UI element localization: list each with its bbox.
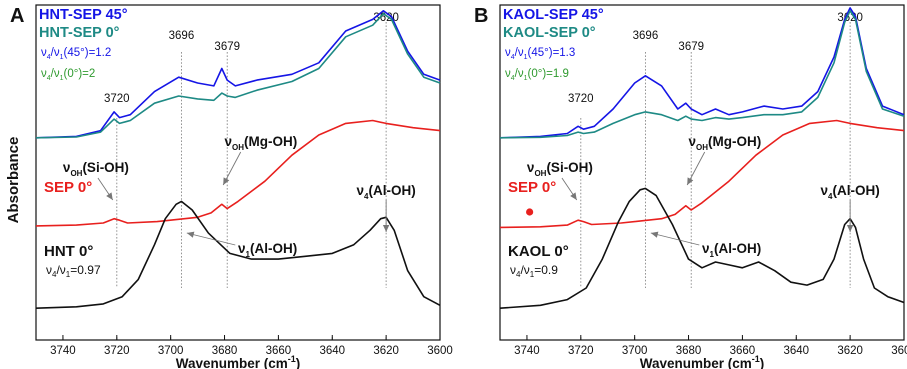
x-tick-label: 3680	[676, 345, 702, 357]
ratio-0-label: ν4/ν1(0°)=2	[41, 68, 95, 82]
annotation-mg-oh: νOH(Mg-OH)	[225, 134, 298, 152]
legend-entry: HNT-SEP 45°	[39, 7, 128, 23]
x-tick-label: 3620	[373, 345, 399, 357]
arrow-nu1	[186, 232, 236, 246]
peak-label: 3720	[568, 93, 594, 105]
y-axis-label: Absorbance	[5, 137, 22, 224]
plot-frame	[499, 4, 905, 341]
series-line	[35, 119, 441, 227]
series-line	[499, 119, 905, 229]
arrow-nu1-head	[186, 231, 195, 238]
x-tick-label: 3600	[891, 345, 907, 357]
arrow-mg-oh-head	[687, 177, 694, 185]
x-tick-label: 3740	[514, 345, 540, 357]
legend-entry: KAOL-SEP 45°	[503, 7, 604, 23]
sep-series-label: SEP 0°	[508, 179, 556, 196]
legend-entry: HNT-SEP 0°	[39, 25, 120, 41]
x-tick-label: 3660	[730, 345, 756, 357]
x-tick-label: 3680	[212, 345, 238, 357]
annotation-nu4: ν4(Al-OH)	[821, 183, 880, 201]
peak-label: 3720	[104, 93, 130, 105]
x-tick-label: 3640	[783, 345, 809, 357]
series-line	[499, 187, 905, 309]
sample-series-label: KAOL 0°	[508, 243, 569, 260]
x-tick-label: 3600	[427, 345, 453, 357]
x-tick-label: 3720	[104, 345, 130, 357]
plot-frame	[35, 4, 441, 341]
arrow-si-oh-head	[570, 192, 577, 200]
peak-label: 3696	[169, 30, 195, 42]
chart-panel-b: B 3740 3720 3700 3680 3660 3640 3620 3600 Wavenum…	[474, 4, 907, 369]
annotation-nu1: ν1(Al-OH)	[238, 241, 297, 259]
sep-series-label: SEP 0°	[44, 179, 92, 196]
ratio-0-label: ν4/ν1(0°)=1.9	[505, 68, 569, 82]
red-marker-dot	[526, 208, 534, 216]
series-line	[499, 7, 905, 139]
panel-letter: B	[474, 5, 488, 27]
legend-entry: KAOL-SEP 0°	[503, 25, 596, 41]
peak-label: 3620	[373, 12, 399, 24]
x-axis-label: Wavenumber (cm-1)	[640, 354, 765, 369]
arrow-nu1	[650, 232, 700, 246]
sample-series-label: HNT 0°	[44, 243, 93, 260]
peak-label: 3679	[214, 41, 240, 53]
annotation-mg-oh: νOH(Mg-OH)	[689, 134, 762, 152]
annotation-nu1: ν1(Al-OH)	[702, 241, 761, 259]
sample-ratio-label: ν4/ν1=0.97	[46, 263, 101, 279]
x-tick-label: 3660	[266, 345, 292, 357]
series-line	[499, 10, 905, 139]
peak-label: 3696	[633, 30, 659, 42]
x-tick-label: 3700	[622, 345, 648, 357]
arrow-nu4-head	[382, 225, 390, 232]
series-line	[35, 10, 441, 139]
sample-ratio-label: ν4/ν1=0.9	[510, 263, 558, 279]
ratio-45-label: ν4/ν1(45°)=1.2	[41, 47, 111, 61]
peak-label: 3620	[837, 12, 863, 24]
arrow-mg-oh-head	[223, 177, 230, 185]
annotation-si-oh: νOH(Si-OH)	[63, 160, 129, 178]
arrow-si-oh-head	[106, 192, 113, 200]
chart-panel-a: A 3740 3720 3700 3680 3660 3640 3620 3600 Wavenum…	[10, 4, 453, 369]
x-tick-label: 3620	[837, 345, 863, 357]
arrow-nu1-head	[650, 231, 659, 238]
series-line	[35, 200, 441, 309]
x-tick-label: 3720	[568, 345, 594, 357]
x-axis-label: Wavenumber (cm-1)	[176, 354, 301, 369]
ratio-45-label: ν4/ν1(45°)=1.3	[505, 47, 575, 61]
arrow-nu4-head	[846, 225, 854, 232]
x-tick-label: 3700	[158, 345, 184, 357]
x-tick-label: 3640	[319, 345, 345, 357]
series-line	[35, 12, 441, 139]
annotation-si-oh: νOH(Si-OH)	[527, 160, 593, 178]
x-tick-label: 3740	[50, 345, 76, 357]
annotation-nu4: ν4(Al-OH)	[357, 183, 416, 201]
panel-letter: A	[10, 5, 24, 27]
peak-label: 3679	[678, 41, 704, 53]
